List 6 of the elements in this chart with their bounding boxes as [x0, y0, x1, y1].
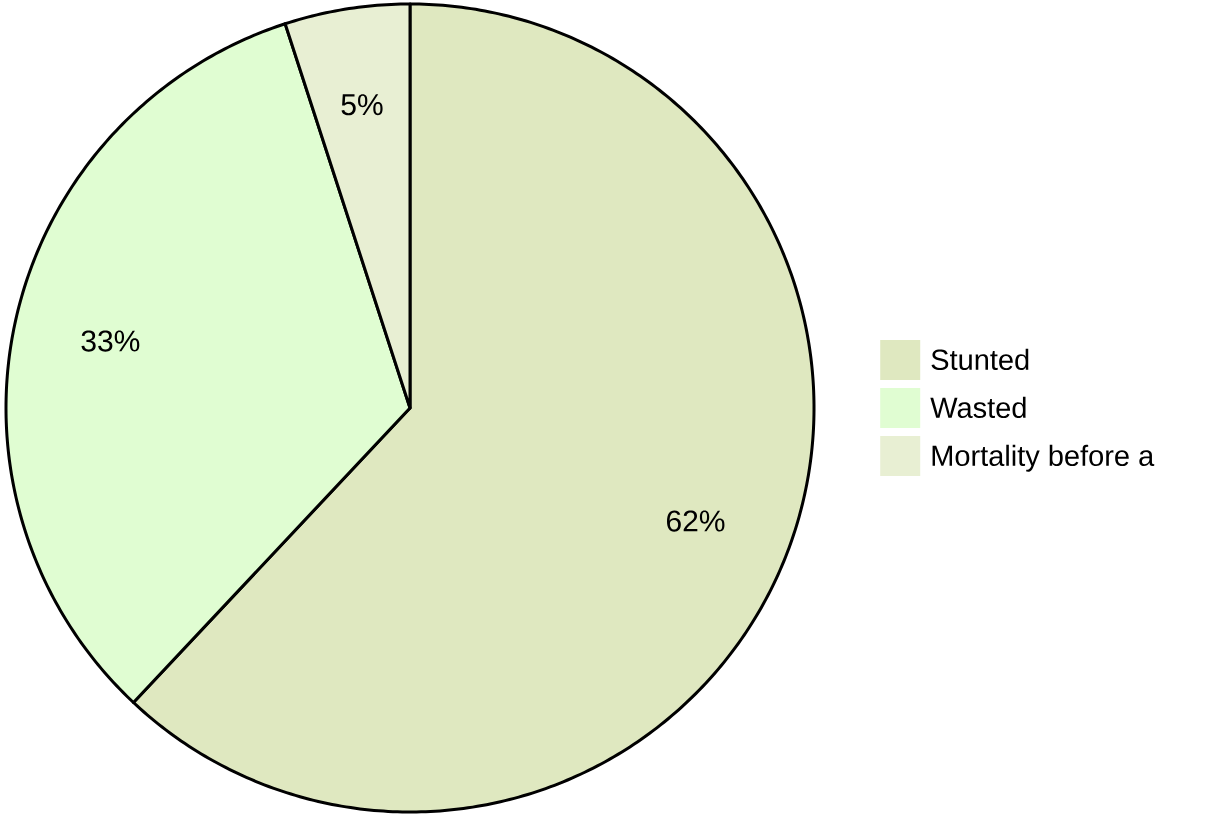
- legend-label: Wasted: [930, 396, 1026, 419]
- legend-label: Stunted: [931, 348, 1029, 371]
- legend-label: Mortality before a: [932, 444, 1155, 472]
- data-label: 33%: [81, 330, 140, 352]
- data-label: 62%: [667, 510, 725, 532]
- data-label: 5%: [341, 94, 383, 116]
